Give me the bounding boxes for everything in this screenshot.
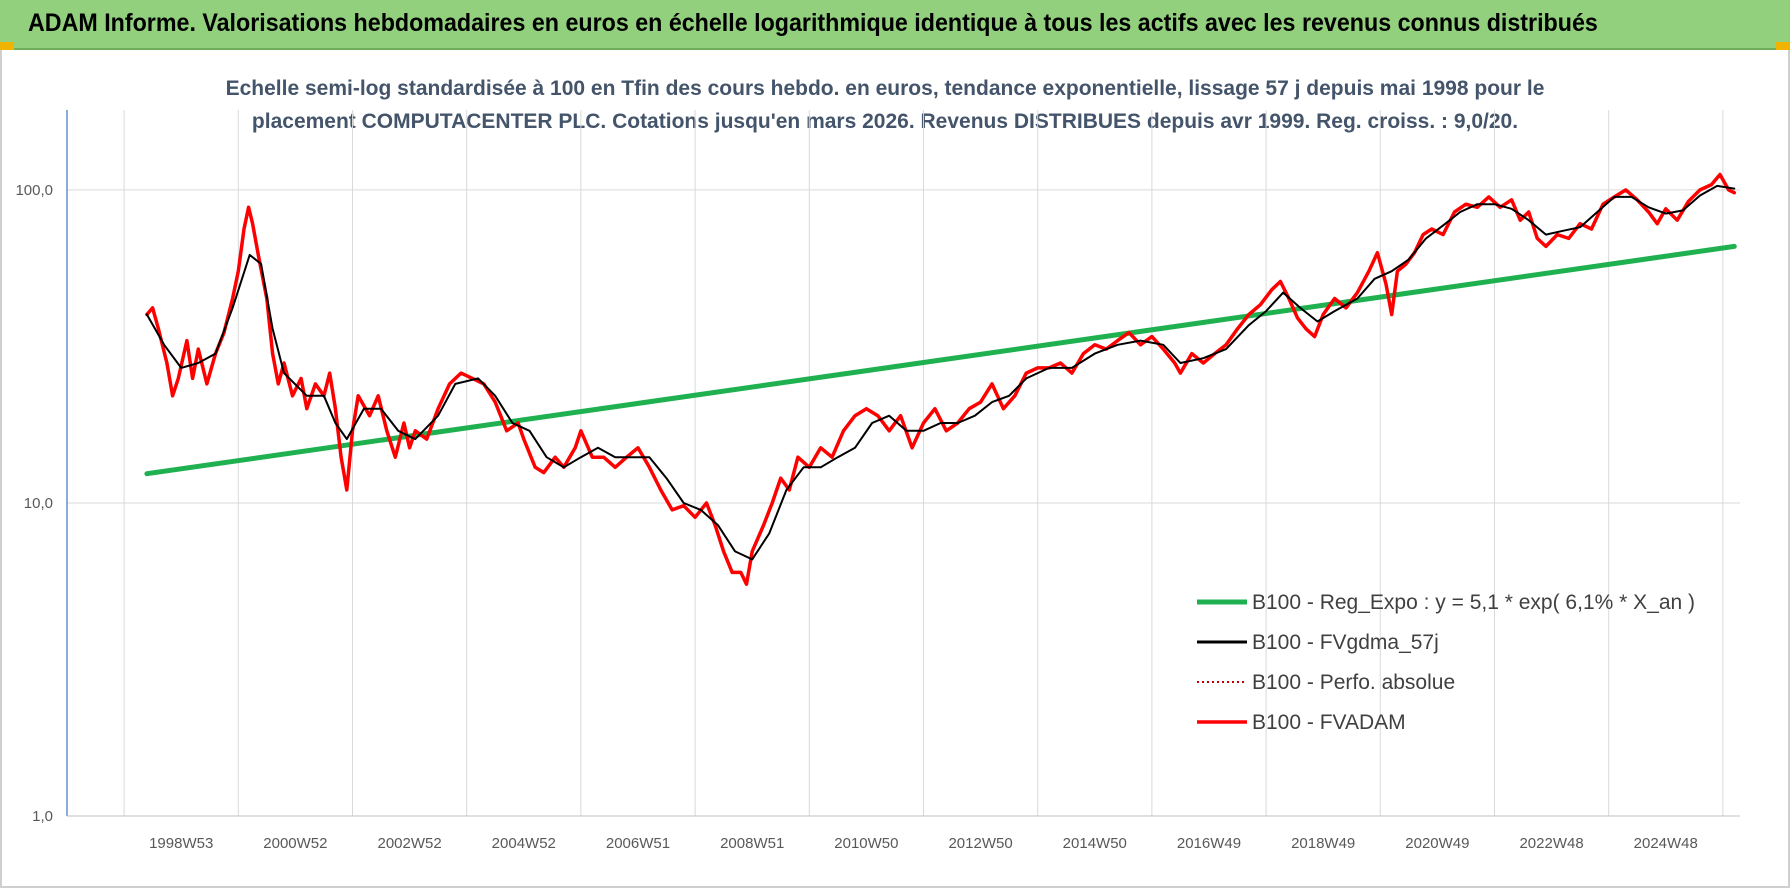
x-tick-label: 2018W49 — [1291, 835, 1355, 852]
x-tick-label: 2012W50 — [948, 835, 1012, 852]
legend-label-1: B100 - FVgdma_57j — [1252, 631, 1439, 654]
x-tick-label: 2002W52 — [377, 835, 441, 852]
y-tick-label: 10,0 — [24, 495, 53, 512]
x-tick-label: 2014W50 — [1063, 835, 1127, 852]
series-line-3 — [145, 172, 1737, 586]
x-tick-label: 2016W49 — [1177, 835, 1241, 852]
chart-title-line-2: placement COMPUTACENTER PLC. Cotations j… — [251, 110, 1519, 133]
x-tick-label: 2006W51 — [606, 835, 670, 852]
x-tick-label: 2024W48 — [1634, 835, 1698, 852]
corner-marker-right — [1776, 42, 1790, 50]
y-tick-label: 1,0 — [32, 808, 53, 825]
y-tick-label: 100,0 — [15, 182, 53, 199]
chart-frame — [0, 50, 1790, 888]
legend-label-2: B100 - Perfo. absolue — [1252, 671, 1455, 694]
title-banner: ADAM Informe. Valorisations hebdomadaire… — [0, 0, 1790, 50]
corner-marker-left — [0, 42, 14, 50]
legend-label-3: B100 - FVADAM — [1252, 711, 1406, 734]
x-tick-label: 2008W51 — [720, 835, 784, 852]
x-tick-label: 2010W50 — [834, 835, 898, 852]
series-line-0 — [144, 243, 1737, 477]
x-tick-label: 2022W48 — [1519, 835, 1583, 852]
series-line-1 — [145, 184, 1736, 561]
legend-label-0: B100 - Reg_Expo : y = 5,1 * exp( 6,1% * … — [1252, 591, 1695, 614]
x-tick-label: 2004W52 — [492, 835, 556, 852]
x-tick-label: 2000W52 — [263, 835, 327, 852]
chart-title-line-1: Echelle semi-log standardisée à 100 en T… — [225, 77, 1545, 100]
x-tick-label: 2020W49 — [1405, 835, 1469, 852]
page-title: ADAM Informe. Valorisations hebdomadaire… — [28, 9, 1598, 37]
x-tick-label: 1998W53 — [149, 835, 213, 852]
